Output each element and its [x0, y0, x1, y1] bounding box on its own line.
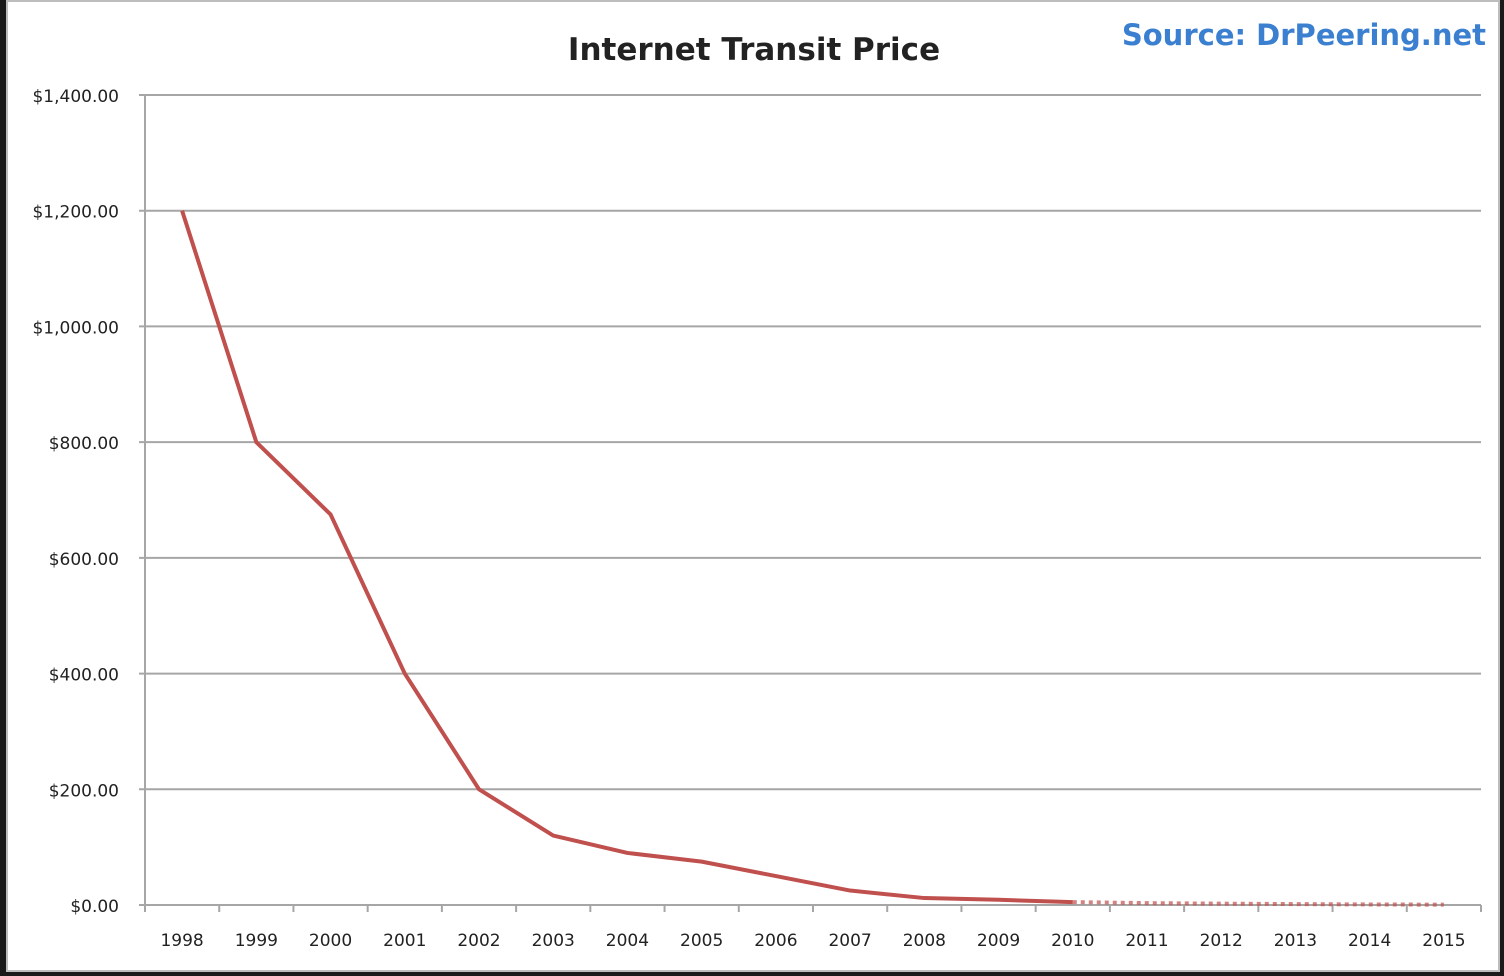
chart-frame: Internet Transit Price Source: DrPeering… — [6, 0, 1500, 972]
source-note: Source: DrPeering.net — [1122, 18, 1486, 52]
x-tick-label: 2009 — [977, 931, 1020, 951]
x-tick-label: 1999 — [235, 931, 278, 951]
y-tick-label: $800.00 — [49, 434, 119, 454]
series-line-actual — [180, 210, 1073, 905]
y-tick-label: $400.00 — [49, 666, 119, 686]
x-tick-label: 2000 — [309, 931, 352, 951]
chart-title: Internet Transit Price — [568, 32, 940, 68]
y-tick-label: $1,000.00 — [32, 318, 119, 338]
series-line-projected — [1072, 900, 1444, 907]
y-tick-label: $1,200.00 — [32, 203, 119, 223]
x-tick-label: 2002 — [457, 931, 500, 951]
y-tick-label: $1,400.00 — [32, 87, 119, 107]
x-tick-label: 2015 — [1422, 931, 1465, 951]
x-tick-label: 2012 — [1200, 931, 1243, 951]
y-tick-label: $0.00 — [70, 897, 119, 917]
y-tick-label: $600.00 — [49, 550, 119, 570]
x-tick-label: 2008 — [903, 931, 946, 951]
x-tick-label: 2011 — [1125, 931, 1168, 951]
x-tick-label: 2007 — [828, 931, 871, 951]
x-tick-label: 2003 — [532, 931, 575, 951]
x-tick-label: 2014 — [1348, 931, 1391, 951]
x-tick-label: 2013 — [1274, 931, 1317, 951]
line-chart: Internet Transit Price Source: DrPeering… — [32, 18, 1486, 951]
x-tick-label: 2004 — [606, 931, 649, 951]
x-tick-label: 2006 — [754, 931, 797, 951]
x-tick-label: 1998 — [160, 931, 203, 951]
x-tick-label: 2005 — [680, 931, 723, 951]
y-tick-label: $200.00 — [49, 781, 119, 801]
x-tick-label: 2001 — [383, 931, 426, 951]
x-tick-label: 2010 — [1051, 931, 1094, 951]
